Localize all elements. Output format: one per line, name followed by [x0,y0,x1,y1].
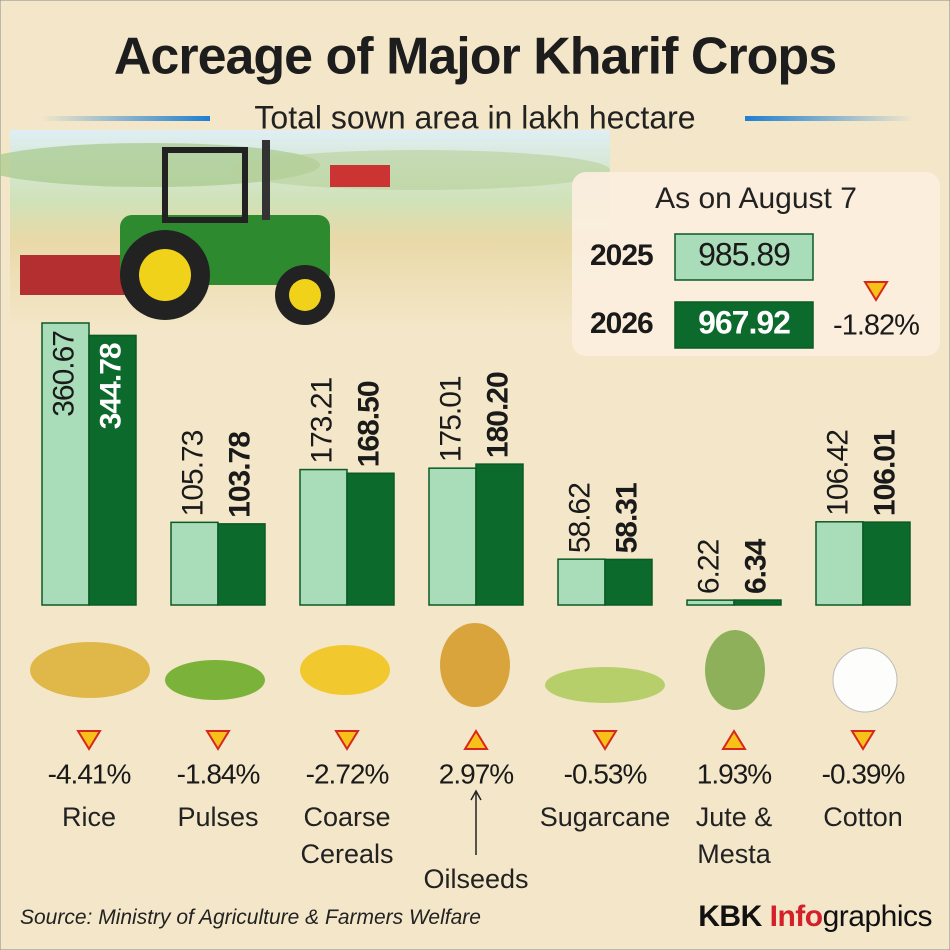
change-marker [76,730,102,751]
change-marker [205,730,231,751]
brand-part: Info [769,900,823,933]
value-label: 344.78 [94,343,127,429]
value-label: 105.73 [176,430,209,516]
bar [475,463,524,606]
value-label: 360.67 [47,331,80,417]
bar [733,599,782,606]
category-label: Pulses [177,802,259,832]
category-label: Coarse Cereals [300,802,394,869]
value-label: 175.01 [434,376,467,462]
category-label-box: Jute & Mesta [678,799,790,873]
crop-icons [30,623,898,713]
brand: KBK Infographics [698,900,932,934]
bar [170,521,219,606]
change-marker [850,730,876,751]
category-label-box: Sugarcane [540,799,671,836]
value-label: 103.78 [223,432,256,518]
total-label: 985.89 [698,236,790,272]
category-label: Jute & Mesta [695,802,773,869]
rule [745,116,915,121]
value-label: 58.31 [610,483,643,553]
category-label-box: Pulses [162,799,274,836]
category-label: Cotton [823,802,903,832]
bar [88,334,137,606]
change-marker [863,281,889,302]
bar [428,467,477,606]
tractor [20,140,335,325]
change-label: -0.53% [564,758,647,789]
subtitle: Total sown area in lakh hectare [254,99,695,135]
legend-swatch [674,301,814,349]
category-label-box: Coarse Cereals [291,799,403,873]
bar [557,558,606,606]
source: Source: Ministry of Agriculture & Farmer… [20,906,481,929]
category-label-box: Cotton [807,799,919,836]
bar [41,322,90,606]
category-label: Sugarcane [539,802,671,832]
legend-swatch [674,233,814,281]
chart-title: Acreage of Major Kharif Crops [114,28,836,86]
bar [604,558,653,606]
value-label: 106.42 [821,430,854,516]
value-label: 106.01 [868,430,901,516]
rule [40,116,210,121]
change-marker [463,729,489,750]
pointer-head [470,789,482,801]
change-marker [721,729,747,750]
harvester [330,165,390,187]
category-label: Rice [61,802,116,832]
value-label: 180.20 [481,372,514,458]
bar [815,521,864,606]
bar [686,599,735,606]
legend-year: 2026 [590,307,653,340]
value-label: 6.34 [739,538,772,594]
value-label: 6.22 [692,539,725,594]
bar [346,472,395,606]
bar [299,468,348,606]
category-label-box: Rice [33,799,145,836]
change-label: -2.72% [306,758,389,789]
total-label: 967.92 [698,304,790,340]
value-label: 173.21 [305,377,338,463]
legend-year: 2025 [590,239,653,272]
category-label-box: Oilseeds [420,861,532,898]
brand-part: graphics [822,900,933,933]
bar [217,523,266,606]
brand-part: KBK [698,900,762,933]
value-label: 58.62 [563,483,596,553]
change-label: -0.39% [822,758,905,789]
change-label: -1.84% [177,758,260,789]
change-label: 2.97% [439,758,513,789]
category-label: Oilseeds [423,864,529,894]
hill [230,150,610,190]
change-label: 1.93% [697,758,771,789]
change-label: -4.41% [48,758,131,789]
total-change-label: -1.82% [833,310,919,342]
value-label: 168.50 [352,381,385,467]
change-marker [334,730,360,751]
change-marker [592,730,618,751]
bar [862,521,911,606]
totals-title: As on August 7 [655,182,857,215]
